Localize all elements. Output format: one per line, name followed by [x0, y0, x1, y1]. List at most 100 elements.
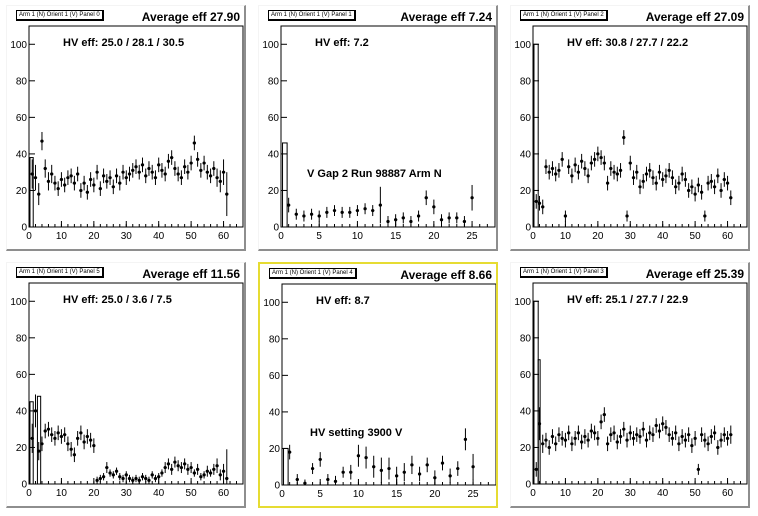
x-tick-label: 10	[56, 231, 68, 242]
data-point	[144, 174, 148, 178]
y-tick-label: 0	[525, 223, 531, 234]
data-point	[554, 442, 558, 446]
x-tick-label: 25	[467, 231, 479, 242]
data-point	[410, 463, 414, 467]
data-point	[72, 181, 76, 185]
data-point	[85, 190, 89, 194]
y-tick-label: 20	[16, 443, 28, 454]
data-point	[333, 479, 338, 483]
data-point	[439, 218, 444, 222]
data-point	[550, 166, 555, 171]
x-tick-label: 50	[690, 231, 702, 242]
y-tick-label: 20	[268, 186, 280, 197]
data-point	[560, 436, 564, 440]
data-point	[114, 174, 119, 178]
data-point	[63, 433, 67, 437]
data-point	[680, 172, 684, 176]
plot-svg: 0 20 40 60 80 100 0 10 20 30 40 50 60	[514, 25, 748, 242]
data-point	[287, 203, 291, 207]
data-point	[89, 438, 93, 442]
data-point	[108, 471, 112, 475]
data-point	[402, 470, 406, 474]
data-point	[661, 422, 665, 426]
x-tick-label: 50	[186, 231, 198, 242]
data-point	[544, 438, 548, 442]
data-point	[425, 463, 429, 467]
data-point	[683, 177, 687, 182]
y-tick-label: 80	[520, 333, 532, 344]
data-point	[105, 465, 109, 470]
data-point	[179, 176, 183, 180]
data-point	[37, 449, 41, 453]
data-point	[173, 460, 177, 464]
data-point	[455, 216, 459, 220]
hv-eff-label: HV eff: 8.7	[316, 295, 370, 307]
histogram-panel-3[interactable]: 0 20 40 60 80 100 0 10 20 30 40 50 60 Arm 1 (N) Orie…	[6, 262, 246, 508]
y-tick-label: 100	[10, 297, 27, 308]
histogram-panel-1[interactable]: 0 20 40 60 80 100 0 5 10 15 20 25 Arm 1 (N) Orient …	[258, 5, 498, 251]
data-point	[111, 473, 115, 477]
data-point	[212, 166, 216, 171]
data-point	[326, 477, 330, 482]
data-point	[567, 165, 571, 169]
plot-frame	[532, 282, 748, 485]
data-point	[202, 473, 206, 477]
data-point	[625, 214, 629, 218]
data-point	[153, 476, 158, 481]
data-point	[56, 431, 60, 435]
data-point	[79, 188, 83, 193]
data-point	[573, 436, 577, 440]
data-point	[98, 476, 102, 481]
x-tick-label: 10	[560, 231, 572, 242]
data-point	[589, 429, 593, 433]
data-point	[140, 163, 145, 167]
y-tick-label: 60	[16, 113, 28, 124]
y-tick-label: 40	[269, 407, 281, 418]
x-tick-label: 20	[88, 488, 100, 499]
histogram-bar	[36, 395, 42, 485]
data-point	[76, 436, 80, 440]
data-point	[40, 139, 44, 143]
plot-svg: 0 20 40 60 80 100 0 10 20 30 40 50 60	[10, 25, 244, 242]
data-point	[192, 141, 196, 145]
data-point	[534, 199, 538, 204]
data-point	[586, 174, 590, 178]
data-point	[92, 444, 96, 448]
data-point	[295, 477, 299, 482]
data-point	[677, 442, 681, 446]
data-point	[628, 161, 632, 165]
data-point	[544, 165, 548, 169]
data-point	[144, 476, 148, 481]
data-point	[225, 192, 229, 196]
x-tick-label: 10	[560, 488, 572, 499]
histogram-panel-4[interactable]: 0 20 40 60 80 100 0 5 10 15 20 25 Arm 1 (N) Orient …	[258, 262, 498, 508]
data-point	[638, 185, 642, 189]
x-tick-label: 0	[530, 231, 536, 242]
x-tick-label: 30	[625, 488, 637, 499]
data-point	[602, 161, 606, 165]
data-point	[615, 440, 619, 444]
y-tick-label: 100	[263, 298, 280, 309]
data-point	[302, 214, 306, 218]
data-point	[541, 205, 545, 209]
x-tick-label: 0	[278, 231, 284, 242]
data-point	[722, 177, 726, 182]
data-point	[131, 168, 135, 172]
data-point	[583, 434, 587, 439]
y-tick-label: 80	[16, 333, 28, 344]
plot-frame	[532, 25, 748, 228]
data-point	[386, 219, 390, 224]
histogram-panel-0[interactable]: 0 20 40 60 80 100 0 10 20 30 40 50 60 Arm 1 (N) Orie…	[6, 5, 246, 251]
data-point	[690, 185, 694, 189]
histogram-panel-5[interactable]: 0 20 40 60 80 100 0 10 20 30 40 50 60 Arm 1 (N) Orie…	[510, 262, 750, 508]
histogram-panel-2[interactable]: 0 20 40 60 80 100 0 10 20 30 40 50 60 Arm 1 (N) Orie…	[510, 5, 750, 251]
data-point	[618, 168, 623, 172]
y-tick-label: 100	[262, 40, 279, 51]
average-eff-label: Average eff 25.39	[645, 267, 744, 281]
data-point	[625, 438, 629, 442]
data-point	[635, 433, 639, 437]
data-point	[111, 185, 115, 189]
data-point	[221, 170, 226, 174]
data-point	[631, 436, 636, 440]
